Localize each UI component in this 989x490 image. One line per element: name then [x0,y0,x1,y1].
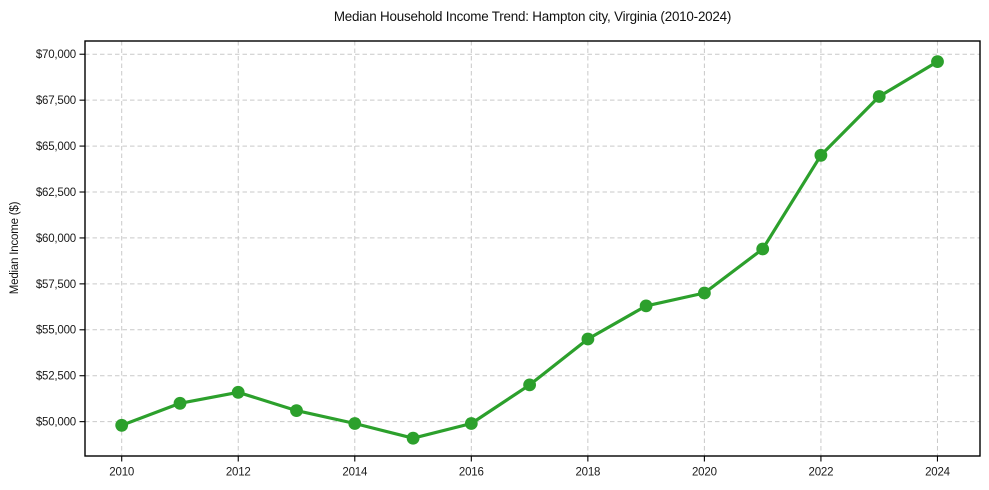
data-point-2017 [523,378,536,392]
x-tick-label: 2016 [459,467,484,479]
plot-border [84,40,981,457]
data-point-2012 [231,385,245,399]
x-tick-label: 2022 [809,467,834,479]
y-tick-label: $65,000 [36,141,76,153]
x-tick-label: 2010 [109,467,134,479]
y-tick-label: $57,500 [36,279,76,291]
data-point-2024 [931,55,944,68]
plot-area [85,41,980,456]
y-tick-label: $67,500 [36,95,76,107]
y-tick-label: $62,500 [36,187,76,199]
x-tick-label: 2020 [692,467,717,479]
data-point-2011 [173,396,187,410]
x-tick-label: 2018 [575,467,600,479]
x-tick-label: 2024 [925,467,951,479]
data-point-2023 [872,90,886,103]
data-point-2010 [115,418,129,432]
data-point-2015 [406,431,420,445]
y-tick-label: $70,000 [36,49,76,61]
x-tick-label: 2014 [342,467,368,479]
chart-title: Median Household Income Trend: Hampton c… [333,9,732,24]
y-tick-label: $55,000 [36,325,76,337]
data-point-2013 [290,404,303,417]
x-tick-label: 2012 [226,467,251,479]
y-tick-label: $60,000 [36,233,76,245]
data-point-2014 [348,417,362,430]
data-point-2021 [756,242,770,256]
data-point-2018 [581,332,595,346]
y-tick-label: $52,500 [36,371,76,383]
y-tick-label: $50,000 [36,417,76,429]
data-point-2022 [814,148,828,162]
data-point-2016 [464,417,478,430]
data-point-2019 [639,299,653,313]
data-point-2020 [698,286,711,300]
